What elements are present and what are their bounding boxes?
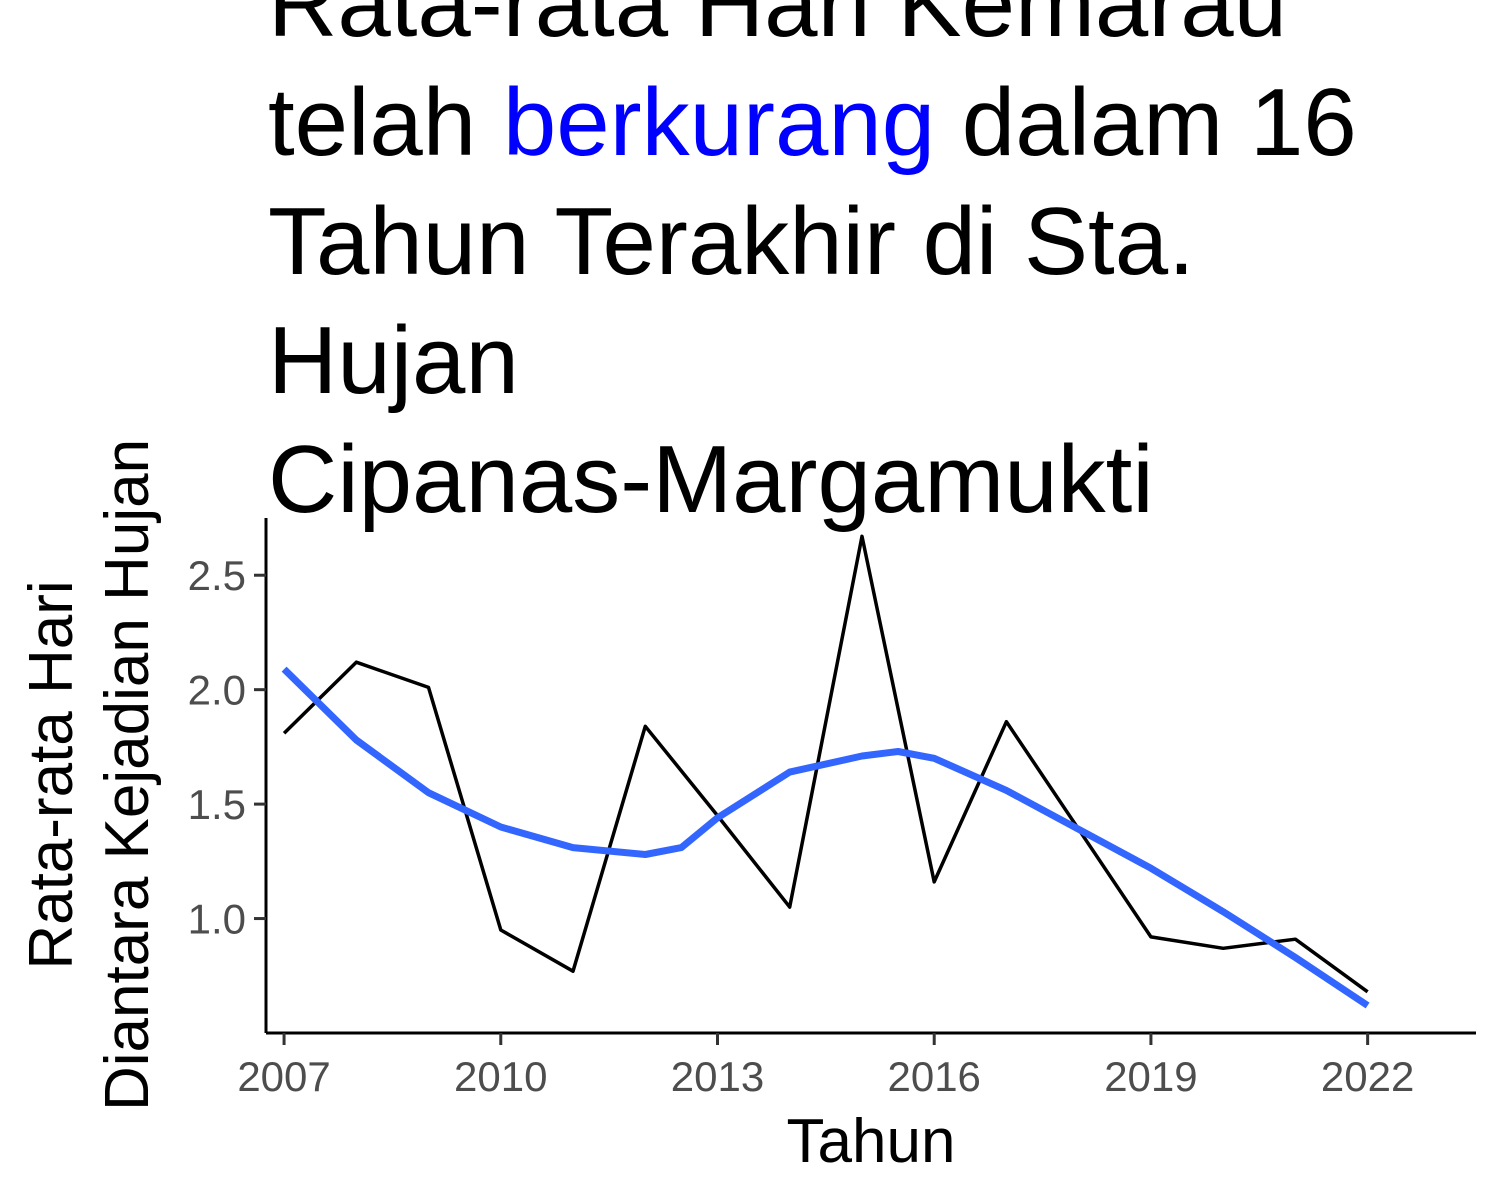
chart-title-line-2: telah berkurang dalam 16 <box>268 69 1357 176</box>
x-tick-label: 2022 <box>1321 1053 1414 1100</box>
x-tick-label: 2016 <box>887 1053 980 1100</box>
series <box>281 534 1370 1009</box>
chart-title-line-2-part-3: dalam 16 <box>935 69 1357 176</box>
x-tick-label: 2019 <box>1104 1053 1197 1100</box>
chart-title-line-4-part-1: Hujan <box>268 307 519 414</box>
chart-title-line-3: Tahun Terakhir di Sta. <box>268 188 1195 295</box>
chart-title-line-5-part-1: Cipanas-Margamukti <box>268 426 1154 533</box>
y-tick-label: 1.0 <box>188 896 246 943</box>
y-tick-label: 2.5 <box>188 552 246 599</box>
chart-title-line-1-part-1: Rata-rata Hari Kemarau <box>268 0 1287 57</box>
chart-title-line-3-part-1: Tahun Terakhir di Sta. <box>268 188 1195 295</box>
x-axis-title: Tahun <box>787 1107 956 1176</box>
chart-title-line-5: Cipanas-Margamukti <box>268 426 1154 533</box>
chart-title-line-4: Hujan <box>268 307 519 414</box>
y-axis-title-line-2: Diantara Kejadian Hujan <box>93 439 162 1111</box>
y-tick-label: 2.0 <box>188 667 246 714</box>
y-axis-title: Rata-rata Hari Diantara Kejadian Hujan <box>17 439 162 1111</box>
series-line-smooth <box>281 666 1370 1009</box>
chart-title: Rata-rata Hari Kemarau telah berkurang da… <box>268 0 1357 533</box>
x-tick-label: 2007 <box>237 1053 330 1100</box>
chart-title-line-1: Rata-rata Hari Kemarau <box>268 0 1287 57</box>
y-axis-title-line-1: Rata-rata Hari <box>17 580 86 969</box>
x-tick-label: 2010 <box>454 1053 547 1100</box>
x-tick-label: 2013 <box>671 1053 764 1100</box>
chart-title-line-2-part-1: telah <box>268 69 503 176</box>
plot-area: 1.0 1.5 2.0 2.5 2007 2010 2013 2016 2019 2022 <box>188 518 1476 1100</box>
x-axis-ticks: 2007 2010 2013 2016 2019 2022 <box>237 1033 1414 1100</box>
y-axis-ticks: 1.0 1.5 2.0 2.5 <box>188 552 266 943</box>
chart-title-line-2-part-2: berkurang <box>503 69 935 176</box>
y-tick-label: 1.5 <box>188 781 246 828</box>
